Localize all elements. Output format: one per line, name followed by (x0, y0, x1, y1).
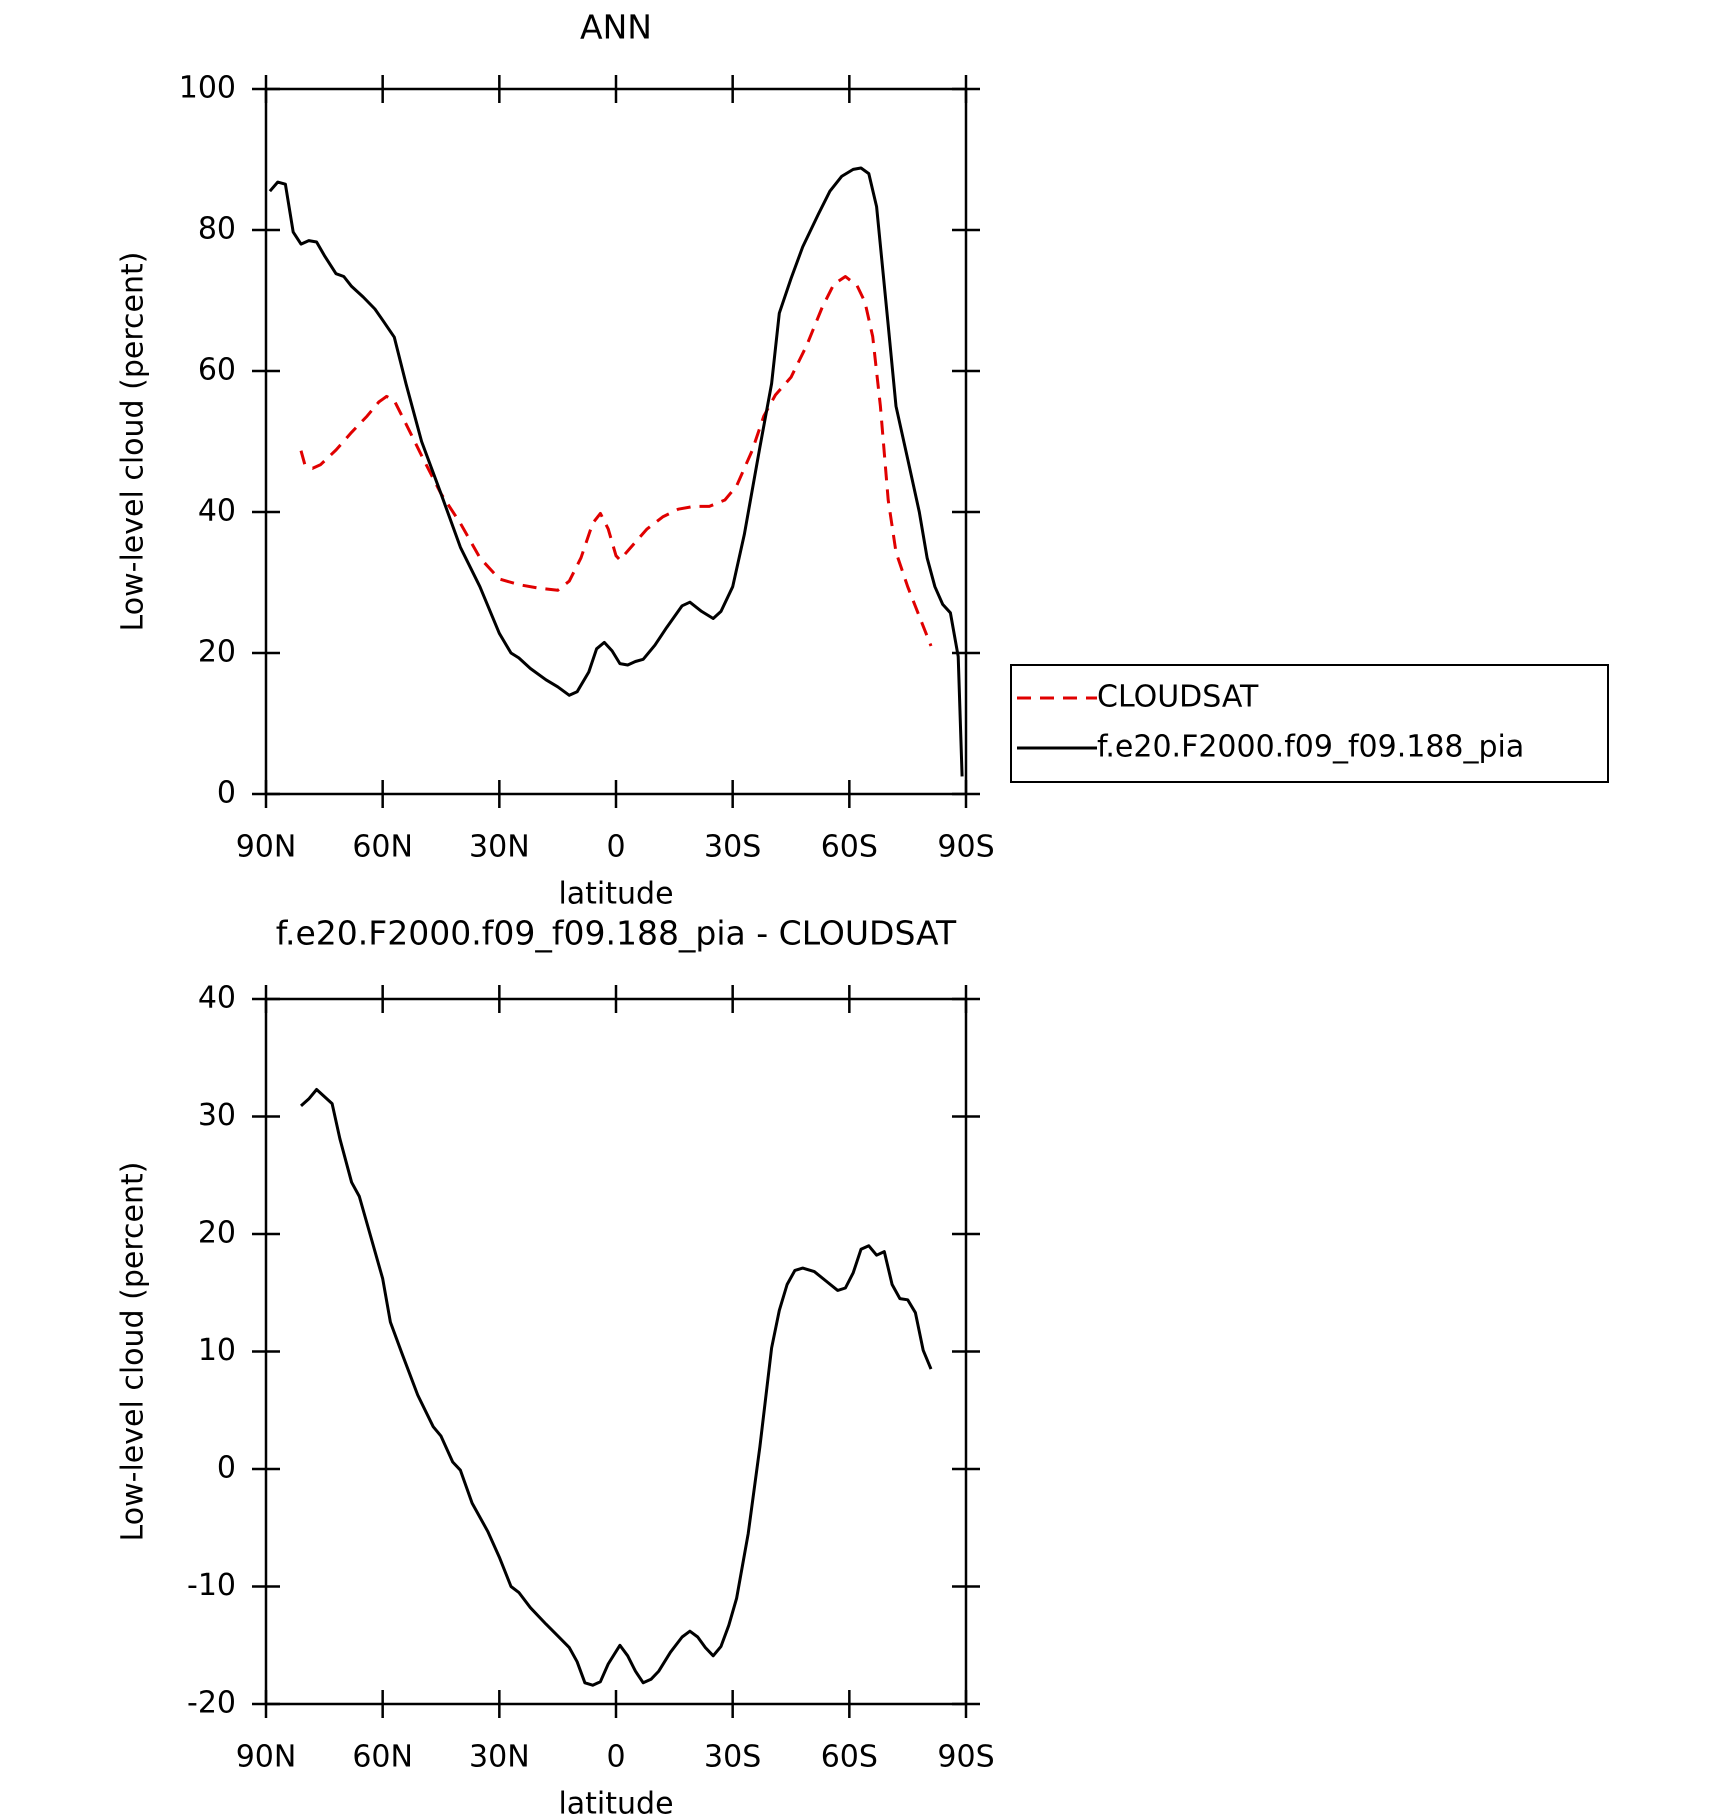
legend-label: f.e20.F2000.f09_f09.188_pia (1097, 730, 1524, 765)
x-tick-label: 60S (821, 830, 878, 865)
x-tick-label: 90S (937, 830, 994, 865)
x-tick-label: 90S (937, 1740, 994, 1775)
x-axis-label: latitude (558, 1787, 673, 1816)
y-tick-label: 20 (198, 635, 236, 670)
plot-frame (264, 87, 968, 796)
plot-frame (264, 997, 968, 1706)
y-tick-label: 40 (198, 494, 236, 529)
x-tick-label: 60N (352, 1740, 413, 1775)
x-tick-label: 30S (704, 1740, 761, 1775)
legend-box (1010, 664, 1609, 783)
y-tick-label: 0 (217, 1451, 236, 1486)
x-tick-label: 90N (236, 830, 297, 865)
x-tick-label: 0 (606, 1740, 625, 1775)
data-line (299, 275, 933, 647)
y-tick-label: 0 (217, 776, 236, 811)
x-tick-label: 60S (821, 1740, 878, 1775)
x-tick-label: 30N (469, 1740, 530, 1775)
y-tick-label: 100 (179, 71, 236, 106)
y-tick-label: 60 (198, 353, 236, 388)
x-tick-label: 90N (236, 1740, 297, 1775)
data-line (299, 1088, 933, 1687)
y-tick-label: 80 (198, 212, 236, 247)
y-tick-label: -10 (187, 1568, 236, 1603)
y-tick-label: 10 (198, 1333, 236, 1368)
y-axis-label: Low-level cloud (percent) (116, 1162, 151, 1542)
x-tick-label: 30S (704, 830, 761, 865)
y-tick-label: -20 (187, 1686, 236, 1721)
x-tick-label: 60N (352, 830, 413, 865)
x-tick-label: 30N (469, 830, 530, 865)
chart-title: f.e20.F2000.f09_f09.188_pia - CLOUDSAT (276, 914, 957, 953)
y-tick-label: 20 (198, 1216, 236, 1251)
data-line (268, 166, 964, 777)
y-tick-label: 40 (198, 981, 236, 1016)
x-axis-label: latitude (558, 877, 673, 912)
legend-label: CLOUDSAT (1097, 680, 1259, 715)
y-tick-label: 30 (198, 1098, 236, 1133)
x-tick-label: 0 (606, 830, 625, 865)
chart-title: ANN (580, 8, 652, 47)
y-axis-label: Low-level cloud (percent) (116, 252, 151, 632)
